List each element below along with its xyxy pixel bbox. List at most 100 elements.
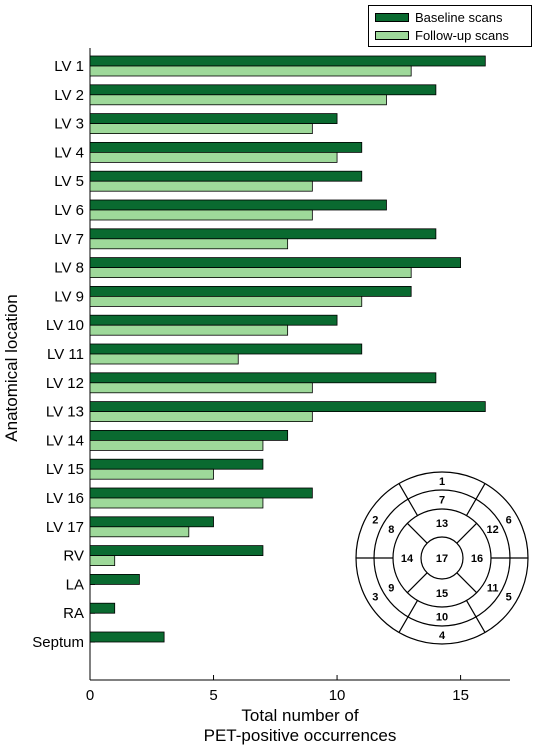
bar-baseline (89, 631, 165, 643)
bar-baseline (89, 372, 437, 384)
bullseye-segment-label: 1 (439, 476, 445, 488)
bar-followup (89, 555, 116, 566)
bullseye-segment-label: 11 (487, 582, 499, 594)
y-tick-label: LV 12 (46, 375, 84, 392)
legend-swatch-followup (375, 30, 409, 40)
y-tick-label: LA (66, 576, 84, 593)
legend-item-followup: Follow-up scans (375, 27, 509, 43)
bar-followup (89, 439, 264, 451)
bar-followup (89, 295, 363, 307)
bar-baseline (89, 257, 461, 269)
bullseye-segment-label: 13 (436, 518, 448, 530)
y-tick-label: LV 9 (54, 288, 84, 305)
x-axis-title: Total number of PET-positive occurrences (150, 706, 450, 746)
x-axis-title-line1: Total number of (241, 706, 359, 725)
bar-followup (89, 209, 313, 221)
bullseye-segment-label: 8 (388, 524, 394, 536)
bar-followup (89, 123, 313, 134)
y-tick-label: LV 17 (46, 519, 84, 536)
bar-followup (89, 353, 239, 365)
bar-baseline (89, 401, 486, 413)
bar-followup (89, 324, 289, 336)
bullseye-divider (406, 572, 428, 594)
y-tick-label: LV 8 (54, 260, 84, 277)
bar-baseline (89, 574, 140, 585)
bar-baseline (89, 199, 387, 211)
bar-baseline (89, 84, 437, 96)
x-axis-title-line2: PET-positive occurrences (203, 726, 397, 745)
bar-baseline (89, 113, 338, 124)
y-tick-label: LV 5 (54, 173, 84, 190)
bullseye-segment-label: 5 (506, 592, 512, 604)
bullseye-segment-label: 12 (487, 524, 499, 536)
bullseye-divider (398, 483, 419, 516)
x-tick-label: 0 (86, 687, 94, 704)
bullseye-segment-label: 2 (372, 515, 378, 527)
bullseye-divider (465, 600, 486, 633)
x-tick-label: 15 (452, 687, 469, 704)
bullseye-segment-label: 9 (388, 582, 394, 594)
bar-followup (89, 94, 387, 106)
bullseye-divider (406, 522, 428, 544)
y-tick-label: LV 3 (54, 116, 84, 133)
bullseye-segment-label: 14 (401, 553, 414, 565)
legend-swatch-baseline (375, 12, 409, 22)
bar-followup (89, 180, 313, 192)
bar-baseline (89, 545, 264, 556)
bar-baseline (89, 141, 363, 153)
bullseye-segment-label: 17 (436, 553, 448, 565)
legend-item-baseline: Baseline scans (375, 9, 502, 25)
bar-followup (89, 238, 289, 250)
y-tick-label: LV 11 (47, 346, 84, 363)
bullseye-segment-label: 3 (372, 592, 378, 604)
y-tick-label: Septum (32, 634, 84, 651)
y-tick-label: LV 13 (46, 404, 84, 421)
bar-followup (89, 526, 190, 538)
bullseye-segment-label: 7 (439, 495, 445, 507)
x-tick-label: 10 (329, 687, 346, 704)
y-tick-label: LV 16 (46, 490, 84, 507)
bullseye-divider (456, 572, 478, 594)
y-tick-label: LV 10 (46, 317, 84, 334)
bullseye-divider (456, 522, 478, 544)
bar-baseline (89, 458, 264, 470)
bar-baseline (89, 228, 437, 240)
bar-baseline (89, 487, 313, 499)
legend-label-baseline: Baseline scans (415, 9, 503, 25)
bar-baseline (89, 516, 214, 528)
y-axis-title: Anatomical location (2, 294, 21, 442)
y-tick-label: LV 14 (46, 432, 84, 449)
bullseye-segment-label: 10 (436, 612, 448, 624)
bar-baseline (89, 343, 363, 355)
y-tick-label: LV 1 (54, 58, 84, 75)
bar-followup (89, 411, 313, 423)
x-tick-label: 5 (209, 687, 217, 704)
y-tick-label: RV (63, 548, 84, 565)
bullseye-segment-label: 4 (439, 630, 446, 642)
bar-followup (89, 468, 214, 480)
plot-area: LV 1 LV 2 LV 3 LV 4 LV 5 LV 6 LV 7 LV 8 LV 9 LV 1… (32, 48, 510, 704)
y-tick-label: LV 7 (54, 231, 84, 248)
bullseye-ring-apex (420, 536, 464, 580)
bar-baseline (89, 170, 363, 182)
bullseye-segment-label: 6 (506, 515, 512, 527)
bullseye-segment-label: 16 (471, 553, 483, 565)
y-tick-label: LV 6 (54, 202, 84, 219)
y-tick-label: LV 15 (46, 461, 84, 478)
bullseye-segment-label: 15 (436, 588, 448, 600)
bar-followup (89, 382, 313, 394)
bar-baseline (89, 55, 486, 67)
y-tick-label: RA (63, 605, 84, 622)
bar-baseline (89, 314, 338, 326)
bar-baseline (89, 429, 289, 441)
bullseye-divider (465, 483, 486, 516)
bar-baseline (89, 602, 116, 614)
bar-followup (89, 151, 338, 163)
bullseye-divider (398, 600, 419, 633)
legend: Baseline scans Follow-up scans (368, 5, 532, 47)
bar-followup (89, 267, 412, 279)
bar-followup (89, 65, 412, 77)
bar-followup (89, 497, 264, 509)
